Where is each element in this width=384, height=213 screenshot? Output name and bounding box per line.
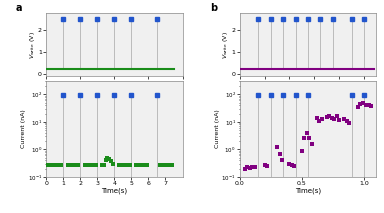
Point bbox=[118, 163, 124, 167]
Point bbox=[86, 164, 92, 167]
Point bbox=[104, 156, 111, 159]
Point bbox=[366, 103, 372, 106]
Point bbox=[116, 163, 122, 166]
Point bbox=[164, 163, 170, 166]
X-axis label: Time(s): Time(s) bbox=[295, 187, 321, 194]
Point bbox=[334, 115, 340, 118]
Point bbox=[137, 163, 143, 167]
Point bbox=[309, 143, 315, 146]
Point bbox=[316, 119, 322, 122]
Point bbox=[274, 145, 280, 149]
Point bbox=[304, 131, 310, 134]
Point bbox=[279, 158, 285, 162]
Point bbox=[142, 163, 148, 166]
Y-axis label: $V_\mathregular{write}$ (V): $V_\mathregular{write}$ (V) bbox=[28, 31, 36, 59]
Point bbox=[357, 102, 363, 106]
Point bbox=[289, 163, 295, 166]
Point bbox=[55, 163, 61, 166]
Point bbox=[244, 166, 250, 169]
Point bbox=[140, 163, 146, 167]
Point bbox=[103, 158, 109, 161]
Point bbox=[368, 104, 374, 108]
Y-axis label: Current (nA): Current (nA) bbox=[215, 110, 220, 148]
Point bbox=[161, 163, 167, 166]
Point bbox=[139, 163, 145, 166]
Point bbox=[125, 163, 131, 167]
Point bbox=[336, 118, 342, 121]
Point bbox=[135, 163, 141, 166]
Point bbox=[242, 167, 248, 170]
Point bbox=[121, 163, 127, 167]
Point bbox=[51, 163, 58, 167]
Point bbox=[166, 163, 172, 167]
Point bbox=[341, 117, 347, 120]
Point bbox=[50, 163, 56, 166]
Point bbox=[291, 164, 298, 168]
Point bbox=[84, 163, 90, 166]
Point bbox=[159, 163, 165, 167]
Point bbox=[264, 164, 270, 168]
Point bbox=[72, 164, 78, 167]
Point bbox=[108, 159, 114, 163]
Point bbox=[346, 121, 352, 125]
Point bbox=[363, 104, 369, 107]
Point bbox=[249, 165, 255, 168]
Point bbox=[99, 163, 106, 167]
Point bbox=[144, 163, 150, 166]
Point bbox=[75, 163, 81, 167]
Point bbox=[262, 163, 268, 166]
Point bbox=[123, 163, 129, 166]
Point bbox=[87, 163, 93, 167]
Point bbox=[324, 115, 330, 119]
Text: a: a bbox=[16, 3, 23, 13]
Point bbox=[82, 163, 88, 167]
Y-axis label: $V_\mathregular{write}$ (V): $V_\mathregular{write}$ (V) bbox=[221, 31, 230, 59]
Point bbox=[331, 117, 337, 120]
Point bbox=[329, 116, 335, 119]
Point bbox=[286, 162, 293, 165]
Point bbox=[306, 137, 313, 140]
Point bbox=[48, 163, 54, 167]
Point bbox=[45, 163, 51, 166]
X-axis label: Time(s): Time(s) bbox=[101, 187, 127, 194]
Point bbox=[93, 163, 99, 167]
Point bbox=[326, 114, 332, 117]
Point bbox=[106, 157, 112, 161]
Point bbox=[58, 163, 65, 166]
Point bbox=[252, 166, 258, 169]
Point bbox=[319, 117, 325, 120]
Point bbox=[133, 163, 139, 167]
Point bbox=[65, 163, 71, 167]
Point bbox=[69, 163, 75, 166]
Point bbox=[299, 149, 305, 152]
Point bbox=[46, 164, 53, 167]
Point bbox=[343, 119, 349, 122]
Point bbox=[89, 163, 95, 166]
Point bbox=[301, 137, 308, 140]
Text: b: b bbox=[210, 3, 217, 13]
Point bbox=[120, 163, 126, 166]
Point bbox=[355, 105, 361, 109]
Point bbox=[109, 162, 116, 165]
Point bbox=[314, 116, 320, 119]
Point bbox=[67, 164, 73, 167]
Point bbox=[167, 163, 174, 167]
Point bbox=[70, 163, 76, 167]
Point bbox=[359, 101, 366, 104]
Point bbox=[157, 163, 164, 166]
Point bbox=[74, 163, 80, 166]
Point bbox=[247, 166, 253, 170]
Point bbox=[91, 164, 97, 167]
Point bbox=[57, 163, 63, 167]
Point bbox=[127, 163, 133, 166]
Point bbox=[53, 164, 60, 167]
Point bbox=[101, 163, 107, 166]
Point bbox=[162, 163, 169, 167]
Y-axis label: Current (nA): Current (nA) bbox=[21, 110, 26, 148]
Point bbox=[276, 152, 283, 155]
Point bbox=[169, 163, 175, 166]
